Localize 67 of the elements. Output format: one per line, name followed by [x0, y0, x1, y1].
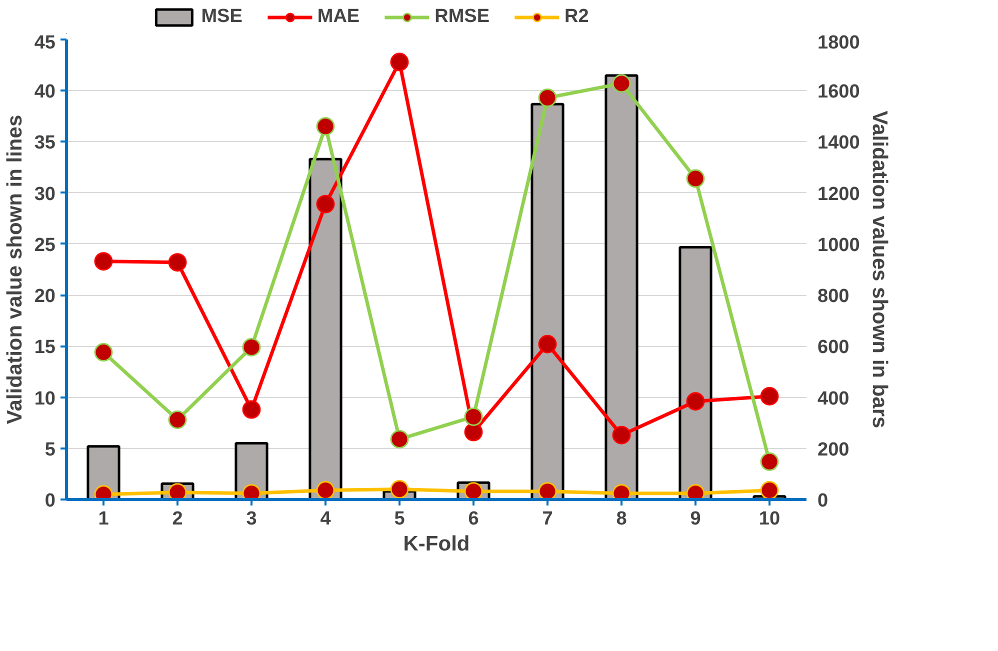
- x-tick-label: 1: [98, 508, 110, 530]
- y2-tick-label: 1600: [818, 82, 860, 103]
- x-tick-label: 7: [542, 508, 553, 530]
- y2-tick-label: 600: [818, 337, 850, 358]
- x-axis-title: K-Fold: [403, 532, 470, 556]
- point: [390, 480, 409, 499]
- point: [316, 117, 335, 136]
- y-tick-label: 35: [34, 132, 56, 154]
- point: [94, 343, 113, 362]
- y2-tick-label: 1400: [818, 132, 860, 154]
- point: [538, 482, 557, 500]
- bar: [678, 246, 712, 500]
- x-tick-label: 2: [172, 508, 183, 530]
- y2-tick-label: 0: [818, 490, 828, 512]
- point: [760, 387, 779, 406]
- y-tick-label: 20: [34, 286, 56, 308]
- point: [94, 252, 113, 271]
- x-tick-label: 3: [246, 508, 257, 530]
- point: [538, 334, 557, 354]
- y2-tick-label: 800: [818, 286, 850, 308]
- y-tick-label: 5: [44, 439, 56, 460]
- point: [316, 194, 335, 214]
- y-tick-label: 45: [34, 32, 56, 54]
- point: [464, 407, 483, 426]
- y-axis-title: Validation value shown in lines: [3, 114, 26, 424]
- y-tick-label: 10: [34, 388, 56, 410]
- y-tick-label: 40: [34, 82, 56, 103]
- y2-tick-label: 1200: [818, 184, 860, 205]
- point: [464, 482, 483, 500]
- bar: [308, 158, 342, 500]
- y2-tick-label: 1800: [818, 32, 860, 54]
- point: [612, 74, 631, 93]
- y2-tick-label: 1000: [818, 234, 860, 256]
- y2-axis-title: Validation values shown in bars: [868, 110, 891, 428]
- legend-label: RMSE: [434, 6, 490, 28]
- x-tick-label: 5: [394, 508, 406, 530]
- point: [390, 430, 409, 448]
- point: [686, 169, 705, 188]
- x-tick-label: 10: [758, 508, 780, 530]
- y-tick-label: 15: [34, 337, 56, 358]
- legend-label: MSE: [201, 6, 242, 28]
- point: [168, 483, 187, 500]
- legend-label: MAE: [317, 6, 360, 28]
- point: [168, 253, 187, 272]
- bar: [530, 102, 564, 500]
- y2-tick-label: 200: [818, 439, 850, 460]
- point: [760, 452, 779, 471]
- x-tick-label: 8: [616, 508, 627, 530]
- point: [464, 422, 483, 442]
- point: [538, 88, 557, 107]
- y-tick-label: 30: [34, 184, 56, 205]
- y-tick-label: 25: [34, 234, 56, 256]
- point: [390, 52, 409, 72]
- point: [242, 338, 261, 356]
- point: [316, 481, 335, 500]
- legend-label: R2: [564, 6, 589, 28]
- y2-tick-label: 400: [818, 388, 850, 410]
- point: [168, 410, 187, 429]
- x-tick-label: 9: [690, 508, 701, 530]
- bar: [604, 74, 638, 500]
- x-tick-label: 4: [320, 508, 332, 530]
- y-tick-label: 0: [44, 490, 56, 512]
- point: [242, 400, 261, 419]
- x-tick-label: 6: [468, 508, 479, 530]
- point: [760, 481, 779, 500]
- point: [686, 392, 705, 411]
- point: [612, 426, 631, 444]
